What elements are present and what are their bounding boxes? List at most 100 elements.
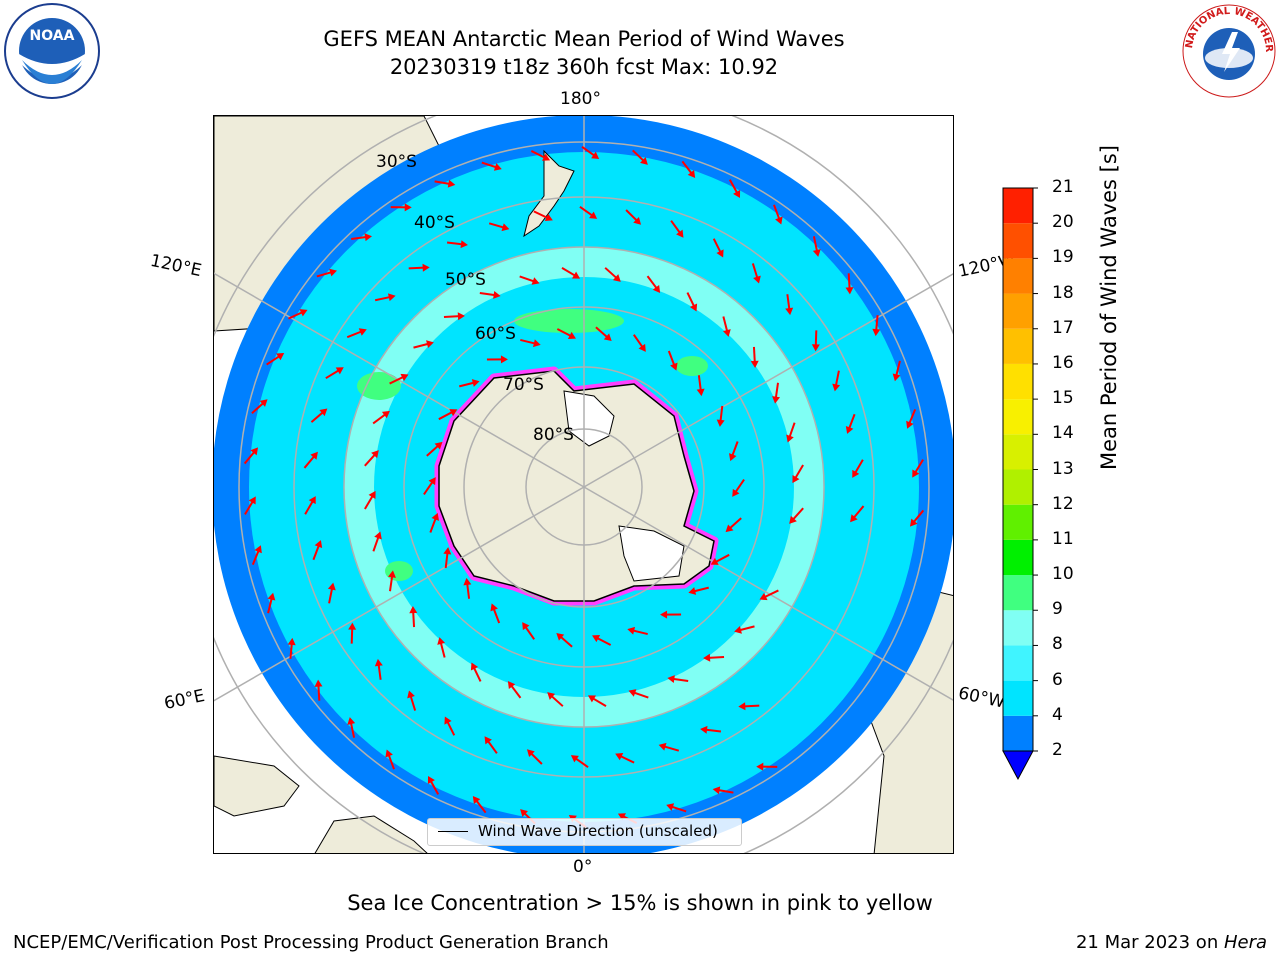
lat-label-40s: 40°S [414,213,455,233]
wind-wave-arrowhead [722,329,731,337]
wind-wave-arrowhead [544,213,553,221]
wind-wave-arrowhead [248,496,256,505]
wind-wave-arrowhead [589,211,598,219]
wind-wave-arrowhead [308,496,316,505]
wind-wave-arrowhead [329,268,337,277]
wind-wave-arrowhead [348,622,357,630]
colorbar-tick-label: 10 [1052,564,1074,585]
wind-wave-arrowhead [426,340,434,349]
wave-period-patch-4 [385,561,413,581]
wind-wave-arrowhead [471,379,480,387]
wind-wave-arrowhead [703,653,711,662]
wave-period-patch-1 [514,309,624,333]
colorbar-tick-label: 8 [1052,634,1063,655]
colorbar-tick-label: 20 [1052,212,1074,233]
colorbar-cell [1003,258,1033,294]
wind-wave-arrowhead [572,271,581,279]
wind-wave-arrowhead [427,775,435,785]
colorbar-cell [1003,680,1033,716]
wind-wave-arrowhead [437,637,446,645]
wind-wave-arrowhead [371,450,379,459]
nws-logo: NATIONAL WEATHER SERVICE [1176,0,1278,104]
polar-map [214,116,953,853]
wind-wave-arrowhead [716,419,725,427]
wind-wave-arrowhead [738,702,746,711]
wind-wave-arrowhead [775,216,783,225]
colorbar-tick-label: 2 [1052,740,1063,760]
wind-wave-arrowhead [660,610,668,619]
wind-wave-arrowhead [542,153,551,161]
wind-wave-arrowhead [314,679,323,687]
colorbar-tick-label: 4 [1052,704,1063,725]
wind-wave-arrowhead [470,662,479,671]
ice-shelf-weddell [618,525,685,582]
wind-wave-arrowhead [785,307,794,316]
wind-wave-arrowhead [532,339,541,348]
wind-wave-arrowhead [732,488,740,497]
wind-wave-arrowhead [463,577,472,586]
colorbar-tick-label: 16 [1052,352,1074,373]
wind-wave-arrowhead [591,151,600,159]
wind-wave-arrowhead [422,263,430,272]
colorbar-cell [1003,645,1033,681]
land-madagascar [314,815,428,853]
wind-wave-arrowhead [689,303,698,312]
meridian-line-1 [214,272,585,488]
wind-wave-arrowhead [633,216,642,225]
wind-wave-arrowhead [299,309,308,317]
wind-wave-arrowhead [750,360,759,368]
lat-label-50s: 50°S [445,270,486,290]
meridian-line-4 [583,486,953,701]
wind-wave-arrowhead [428,477,436,486]
wind-wave-arrowhead [811,344,820,352]
wind-wave-arrowhead [627,626,636,635]
wind-wave-arrowhead [409,606,418,614]
wind-wave-arrowhead [892,373,901,382]
wind-wave-arrowhead [310,451,318,460]
legend-entry: Wind Wave Direction (unscaled) [478,822,718,840]
colorbar-tick-label: 11 [1052,528,1074,549]
wind-wave-arrowhead [710,557,719,565]
wind-wave-arrowhead [670,362,678,371]
wind-wave-arrowhead [845,287,854,295]
lon-label-60e: 60°E [162,685,207,715]
lon-label-0: 0° [573,857,593,877]
wind-wave-arrowhead [287,637,296,646]
wind-wave-arrowhead [250,447,259,456]
wind-wave-arrowhead [490,603,498,612]
wind-wave-arrowhead [753,275,761,284]
wind-wave-arrowhead [407,690,415,699]
colorbar-tick-label: 9 [1052,599,1063,620]
wind-wave-arrowhead [786,434,794,443]
colorbar-extend-triangle [1002,750,1034,781]
wind-wave-arrowhead [696,388,705,397]
chart-subtitle: 20230319 t18z 360h fcst Max: 10.92 [389,55,779,79]
wind-wave-arrowhead [772,396,780,404]
colorbar-cell [1003,293,1033,329]
wind-wave-arrowhead [759,592,768,601]
wave-period-patch-2 [357,372,401,400]
wind-wave-arrowhead [832,383,841,392]
wind-wave-arrowhead [484,736,492,745]
wind-wave-arrowhead [520,809,528,817]
noaa-logo-text: NOAA [30,28,75,44]
wind-wave-arrowhead [733,189,741,199]
wind-wave-arrowhead [374,658,383,667]
footer-machine: Hera [1223,932,1267,953]
wind-wave-arrowhead [314,540,323,549]
lon-label-180: 180° [560,89,601,109]
wind-wave-arrowhead [347,717,356,725]
wind-wave-arrowhead [756,762,764,771]
meridian-line-5 [583,273,953,488]
wind-wave-arrowhead [850,514,858,523]
wind-wave-arrowhead [364,233,372,242]
footer-credit: NCEP/EMC/Verification Post Processing Pr… [13,932,609,953]
lon-label-120e: 120°E [148,250,204,282]
sea-ice-caption: Sea Ice Concentration > 15% is shown in … [347,891,933,915]
wind-wave-arrowhead [547,692,556,700]
wind-wave-arrowhead [725,524,734,533]
colorbar-tick-label: 12 [1052,493,1074,514]
wind-wave-arrowhead [358,328,367,336]
wind-wave-arrowhead [906,420,914,429]
wind-wave-arrowhead [404,203,412,212]
